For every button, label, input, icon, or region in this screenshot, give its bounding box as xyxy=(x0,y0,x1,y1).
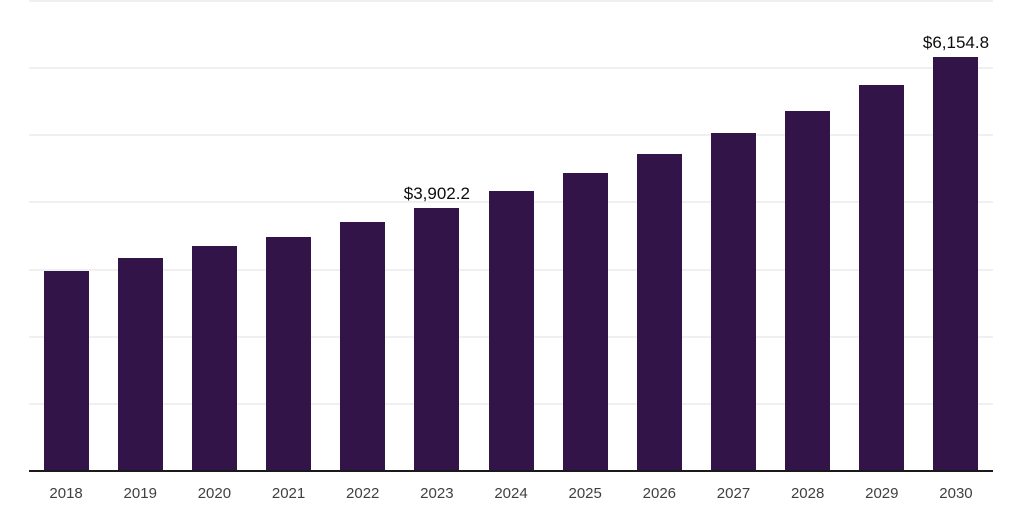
bar-2021 xyxy=(266,237,312,470)
bar-2019 xyxy=(117,258,163,470)
x-tick-label-2025: 2025 xyxy=(568,485,602,502)
bar-2024 xyxy=(488,191,534,470)
x-tick-label-2018: 2018 xyxy=(49,485,83,502)
bar-band-2024 xyxy=(474,0,548,470)
gridline-5000 xyxy=(29,134,993,136)
bar-band-2027 xyxy=(696,0,770,470)
x-tick-label-2029: 2029 xyxy=(865,485,899,502)
bar-band-2029 xyxy=(845,0,919,470)
bar-series: $3,902.2 $6,154.8 xyxy=(29,0,993,470)
bar-band-2018 xyxy=(29,0,103,470)
bar-2025 xyxy=(562,173,608,470)
x-tick-label-2020: 2020 xyxy=(197,485,232,502)
value-label-2023: $3,902.2 xyxy=(403,184,470,203)
x-tick-label-2028: 2028 xyxy=(790,485,825,502)
bar-2028 xyxy=(785,111,831,470)
bar-2023 xyxy=(414,208,460,470)
gridline-6000 xyxy=(29,67,993,69)
bar-2026 xyxy=(636,154,682,470)
bar-band-2022 xyxy=(326,0,400,470)
gridline-7000 xyxy=(29,0,993,2)
bar-band-2021 xyxy=(251,0,325,470)
bar-band-2026 xyxy=(622,0,696,470)
bar-band-2025 xyxy=(548,0,622,470)
plot-area: $3,902.2 $6,154.8 xyxy=(29,0,993,472)
bar-band-2019 xyxy=(103,0,177,470)
bar-band-2020 xyxy=(177,0,251,470)
x-tick-label-2030: 2030 xyxy=(939,485,973,502)
bar-band-2023: $3,902.2 xyxy=(400,0,474,470)
x-tick-label-2027: 2027 xyxy=(716,485,751,502)
x-tick-label-2022: 2022 xyxy=(346,485,380,502)
x-tick-label-2024: 2024 xyxy=(494,485,528,502)
x-tick-label-2023: 2023 xyxy=(420,485,454,502)
x-tick-label-2019: 2019 xyxy=(123,485,157,502)
bar-2022 xyxy=(340,222,386,470)
x-axis-line xyxy=(29,470,993,472)
bar-band-2030: $6,154.8 xyxy=(919,0,993,470)
x-tick-label-2021: 2021 xyxy=(271,485,306,502)
bar-2030 xyxy=(933,57,979,470)
bar-2020 xyxy=(191,246,237,470)
x-tick-label-2026: 2026 xyxy=(642,485,677,502)
bar-2027 xyxy=(710,133,756,470)
bar-band-2028 xyxy=(771,0,845,470)
bar-2029 xyxy=(859,85,905,470)
bar-2018 xyxy=(43,271,89,470)
x-axis-tick-labels: 2018 2019 2020 2021 2022 2023 2024 2025 2026 2027… xyxy=(29,474,993,501)
value-label-2030: $6,154.8 xyxy=(922,33,990,52)
